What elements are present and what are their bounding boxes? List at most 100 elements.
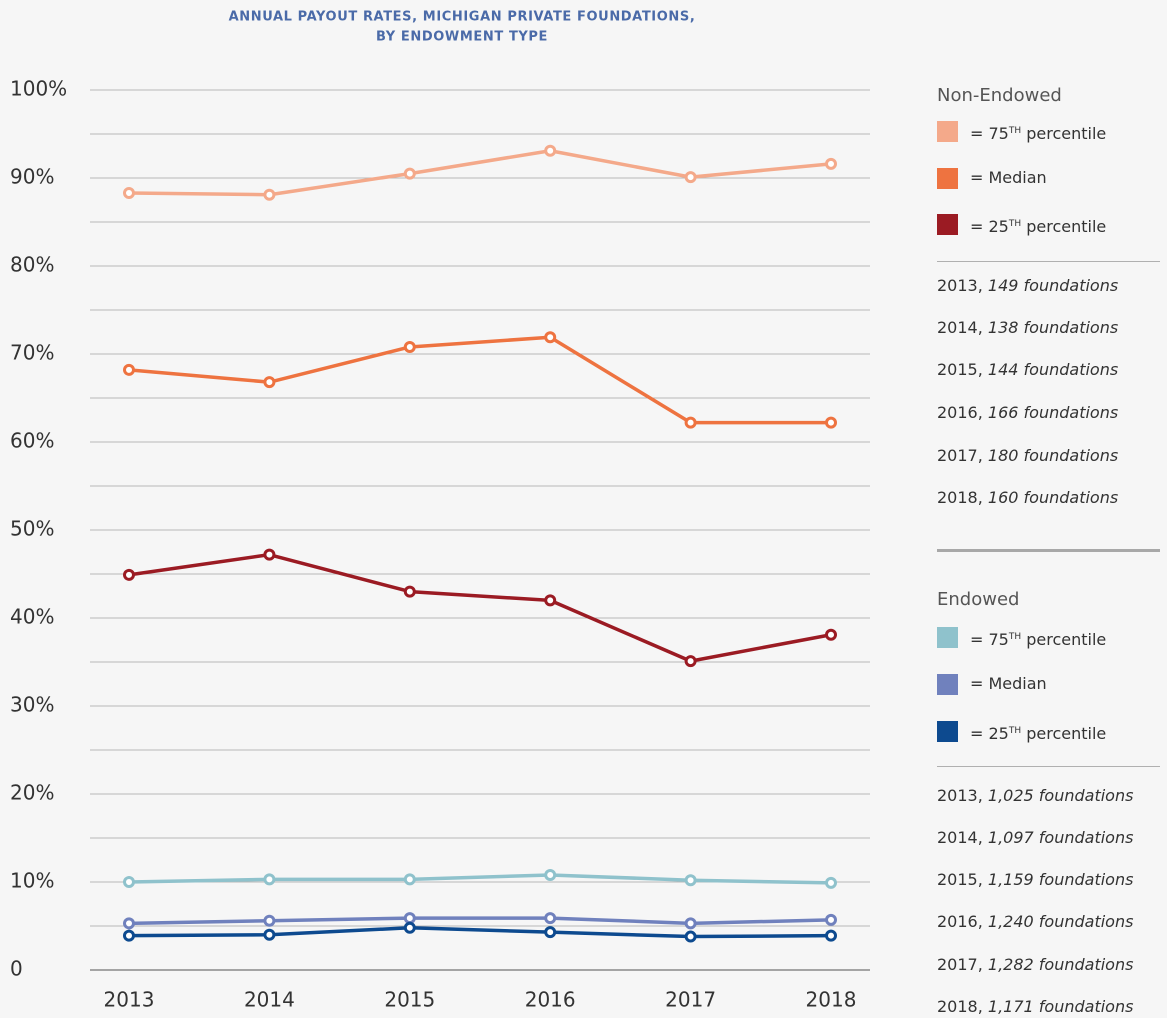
data-point — [263, 376, 276, 389]
data-point — [825, 628, 837, 641]
chart-title: BY ENDOWMENT TYPE — [376, 30, 548, 45]
count-value: 1,282 foundations — [987, 955, 1134, 974]
count-value: 1,240 foundations — [987, 912, 1134, 931]
legend-label: = Median — [970, 168, 1047, 187]
data-point — [544, 912, 557, 925]
data-point — [263, 188, 276, 201]
data-point — [403, 921, 416, 934]
data-point — [825, 876, 837, 889]
data-point — [825, 929, 837, 942]
count-year: 2018, — [937, 997, 983, 1016]
y-tick-label: 0 — [10, 957, 23, 981]
count-value: 160 foundations — [987, 488, 1119, 507]
data-point — [403, 912, 416, 925]
separator — [937, 261, 1160, 262]
count-value: 1,159 foundations — [987, 870, 1134, 889]
x-tick-label: 2018 — [806, 988, 857, 1012]
series-line — [128, 335, 831, 425]
data-point — [544, 594, 557, 607]
y-tick-label: 30% — [10, 693, 54, 717]
legend-swatch — [937, 121, 958, 142]
data-point — [123, 917, 135, 930]
series-line — [128, 916, 832, 926]
count-year: 2013, — [937, 786, 983, 805]
data-point — [825, 913, 837, 926]
series-line — [128, 873, 832, 885]
legend-count: 2015, 1,159 foundations — [937, 870, 1133, 890]
data-point — [684, 917, 697, 930]
count-value: 144 foundations — [987, 360, 1119, 379]
series-line — [128, 148, 832, 197]
x-tick-label: 2016 — [525, 988, 576, 1012]
data-point — [123, 876, 135, 888]
legend-count: 2016, 166 foundations — [937, 403, 1118, 423]
count-value: 1,025 foundations — [987, 786, 1134, 805]
legend-count: 2015, 144 foundations — [937, 360, 1118, 380]
data-point — [263, 873, 276, 886]
y-tick-label: 20% — [10, 781, 54, 805]
data-point — [544, 868, 557, 881]
count-value: 1,097 foundations — [987, 828, 1134, 847]
data-point — [123, 568, 135, 581]
data-point — [123, 186, 135, 199]
x-tick-label: 2013 — [104, 988, 155, 1012]
series-line — [128, 552, 832, 663]
data-point — [123, 363, 135, 376]
count-value: 166 foundations — [987, 403, 1119, 422]
y-tick-label: 80% — [10, 253, 54, 277]
legend-swatch — [937, 627, 958, 648]
legend-title: Non-Endowed — [937, 85, 1062, 106]
count-value: 138 foundations — [987, 318, 1119, 337]
data-point — [684, 874, 697, 887]
x-tick-label: 2015 — [384, 988, 435, 1012]
x-tick-label: 2017 — [665, 988, 716, 1012]
legend-swatch — [937, 214, 958, 235]
legend-swatch — [937, 674, 958, 695]
y-tick-label: 60% — [10, 429, 54, 453]
count-year: 2013, — [937, 276, 983, 295]
y-tick-label: 70% — [10, 341, 54, 365]
data-point — [684, 655, 697, 668]
legend-title: Endowed — [937, 589, 1020, 610]
data-point — [544, 331, 557, 344]
chart-title: ANNUAL PAYOUT RATES, MICHIGAN PRIVATE FO… — [229, 10, 696, 25]
y-tick-label: 100% — [10, 77, 67, 101]
legend-count: 2014, 138 foundations — [937, 318, 1118, 338]
legend-count: 2016, 1,240 foundations — [937, 912, 1133, 932]
count-year: 2016, — [937, 403, 983, 422]
data-point — [403, 167, 416, 180]
data-point — [403, 585, 416, 598]
count-value: 149 foundations — [987, 276, 1119, 295]
legend-count: 2018, 1,171 foundations — [937, 997, 1133, 1017]
legend-count: 2013, 1,025 foundations — [937, 786, 1133, 806]
legend-label: = 25TH percentile — [970, 724, 1107, 743]
legend-count: 2014, 1,097 foundations — [937, 828, 1133, 848]
legend-swatch — [937, 721, 958, 742]
separator — [937, 549, 1160, 552]
data-point — [684, 930, 697, 943]
separator — [937, 766, 1160, 767]
series-line — [128, 926, 832, 939]
count-year: 2018, — [937, 488, 983, 507]
legend-label: = Median — [970, 674, 1047, 693]
count-year: 2015, — [937, 360, 983, 379]
y-tick-label: 50% — [10, 517, 54, 541]
count-year: 2015, — [937, 870, 983, 889]
data-point — [403, 340, 416, 353]
data-point — [544, 144, 557, 157]
count-year: 2016, — [937, 912, 983, 931]
data-point — [684, 416, 697, 429]
count-year: 2014, — [937, 318, 983, 337]
legend-count: 2017, 180 foundations — [937, 446, 1118, 466]
data-point — [263, 548, 276, 561]
data-point — [825, 416, 837, 429]
x-tick-label: 2014 — [244, 988, 295, 1012]
legend-count: 2013, 149 foundations — [937, 276, 1118, 296]
data-point — [825, 157, 837, 170]
y-tick-label: 40% — [10, 605, 54, 629]
count-year: 2017, — [937, 955, 983, 974]
data-point — [123, 929, 135, 942]
legend-label: = 25TH percentile — [970, 217, 1107, 236]
data-point — [263, 928, 276, 941]
